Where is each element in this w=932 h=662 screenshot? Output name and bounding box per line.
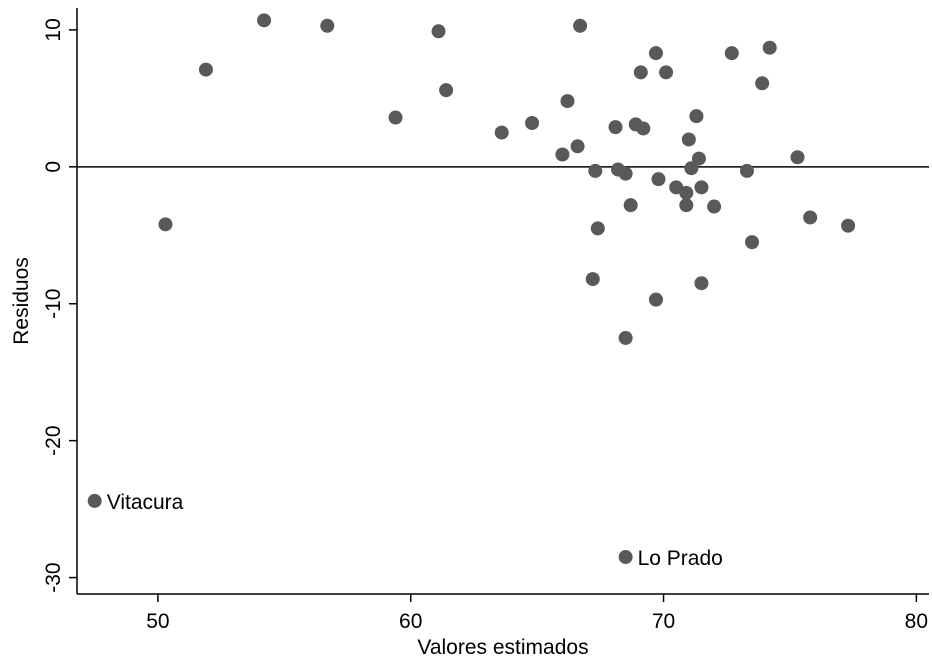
data-point bbox=[257, 13, 272, 28]
data-point bbox=[694, 180, 709, 195]
data-point bbox=[659, 65, 674, 80]
axes bbox=[76, 8, 929, 595]
data-point bbox=[679, 198, 694, 213]
data-point bbox=[633, 65, 648, 80]
data-point bbox=[724, 46, 739, 61]
data-point bbox=[691, 151, 706, 166]
data-point bbox=[388, 110, 403, 125]
data-point bbox=[555, 147, 570, 162]
data-point bbox=[198, 62, 213, 77]
data-point bbox=[618, 550, 633, 565]
x-tick-label: 70 bbox=[652, 610, 675, 633]
data-point bbox=[618, 330, 633, 345]
data-point bbox=[570, 139, 585, 154]
data-point bbox=[689, 109, 704, 124]
x-tick-label: 80 bbox=[905, 610, 928, 633]
y-tick-label: -20 bbox=[42, 425, 65, 455]
data-point bbox=[439, 83, 454, 98]
data-point bbox=[585, 272, 600, 287]
data-point bbox=[648, 46, 663, 61]
y-tick-label: 10 bbox=[42, 18, 65, 41]
data-point bbox=[684, 161, 699, 176]
y-tick-label: -30 bbox=[42, 562, 65, 592]
data-point bbox=[573, 18, 588, 33]
x-tick-label: 50 bbox=[146, 610, 169, 633]
data-point bbox=[431, 24, 446, 39]
data-point bbox=[679, 185, 694, 200]
data-point bbox=[762, 40, 777, 55]
data-point bbox=[841, 218, 856, 233]
data-point bbox=[739, 163, 754, 178]
data-point bbox=[588, 163, 603, 178]
data-point bbox=[790, 150, 805, 165]
data-point bbox=[608, 120, 623, 135]
point-label: Vitacura bbox=[107, 491, 184, 514]
data-point bbox=[525, 116, 540, 131]
y-tick-label: 0 bbox=[42, 161, 65, 173]
y-axis-title: Residuos bbox=[10, 257, 33, 345]
data-point bbox=[158, 217, 173, 232]
data-point bbox=[87, 493, 102, 508]
data-point bbox=[755, 76, 770, 91]
point-label: Lo Prado bbox=[638, 547, 723, 570]
data-point bbox=[681, 132, 696, 147]
data-point bbox=[651, 172, 666, 187]
y-tick-label: -10 bbox=[42, 289, 65, 319]
data-point bbox=[618, 166, 633, 181]
x-tick-label: 60 bbox=[399, 610, 422, 633]
point-labels: Vitacura Lo Prado bbox=[107, 491, 723, 570]
data-point bbox=[320, 18, 335, 33]
data-point bbox=[494, 125, 509, 140]
x-axis-title: Valores estimados bbox=[417, 636, 588, 659]
data-points bbox=[87, 13, 856, 565]
data-point bbox=[803, 210, 818, 225]
data-point bbox=[648, 292, 663, 307]
data-point bbox=[636, 121, 651, 136]
data-point bbox=[590, 221, 605, 236]
data-point bbox=[694, 276, 709, 291]
axis-ticks: 50 60 70 80 10 0 -10 -20 -30 bbox=[42, 18, 928, 633]
data-point bbox=[623, 198, 638, 213]
data-point bbox=[707, 199, 722, 214]
data-point bbox=[745, 235, 760, 250]
data-point bbox=[560, 94, 575, 109]
